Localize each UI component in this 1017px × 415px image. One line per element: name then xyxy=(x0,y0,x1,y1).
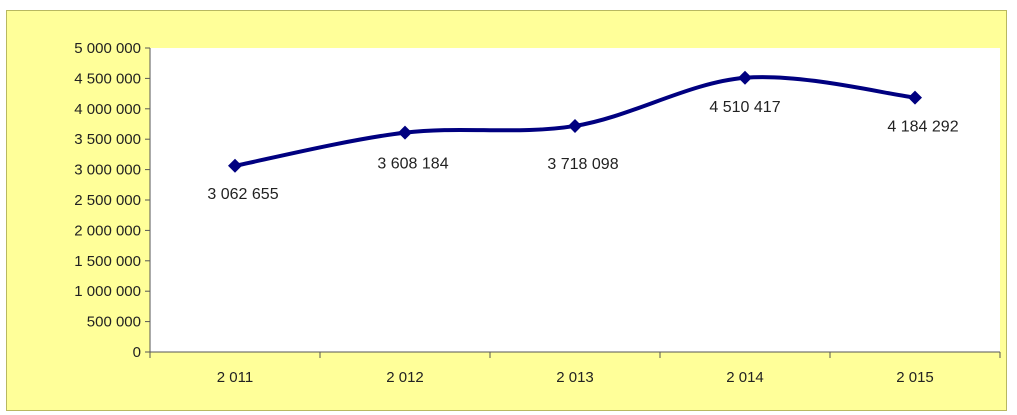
data-label: 3 718 098 xyxy=(547,156,618,173)
x-tick-label: 2 011 xyxy=(217,369,253,386)
y-tick-label: 500 000 xyxy=(87,314,141,331)
data-label: 4 510 417 xyxy=(709,99,780,116)
y-tick-label: 0 xyxy=(133,344,141,361)
data-label: 3 608 184 xyxy=(377,156,448,173)
data-point-marker xyxy=(908,90,922,105)
x-tick-label: 2 012 xyxy=(386,369,424,386)
y-tick-label: 2 000 000 xyxy=(74,222,141,239)
data-markers xyxy=(228,70,922,173)
data-labels: 3 062 655 3 608 184 3 718 098 4 510 417 4 18… xyxy=(207,99,958,203)
y-tick-label: 1 500 000 xyxy=(74,253,141,270)
data-point-marker xyxy=(568,118,582,133)
x-tick-label: 2 015 xyxy=(896,369,934,386)
x-tick-label: 2 014 xyxy=(726,369,764,386)
data-label: 4 184 292 xyxy=(887,119,958,136)
y-axis-ticks: 0 500 000 1 000 000 1 500 000 2 000 000 2 500… xyxy=(74,40,150,361)
y-tick-label: 2 500 000 xyxy=(74,192,141,209)
y-tick-label: 4 000 000 xyxy=(74,101,141,118)
y-tick-label: 5 000 000 xyxy=(74,40,141,57)
y-tick-label: 3 000 000 xyxy=(74,162,141,179)
data-point-marker xyxy=(228,158,242,173)
data-label: 3 062 655 xyxy=(207,186,278,203)
data-point-marker xyxy=(738,70,752,85)
x-tick-label: 2 013 xyxy=(556,369,594,386)
y-tick-label: 3 500 000 xyxy=(74,131,141,148)
y-tick-label: 4 500 000 xyxy=(74,70,141,87)
x-axis-ticks: 2 011 2 012 2 013 2 014 2 015 xyxy=(149,352,1001,386)
plot-area xyxy=(150,48,1000,352)
y-tick-label: 1 000 000 xyxy=(74,283,141,300)
data-point-marker xyxy=(398,125,412,140)
